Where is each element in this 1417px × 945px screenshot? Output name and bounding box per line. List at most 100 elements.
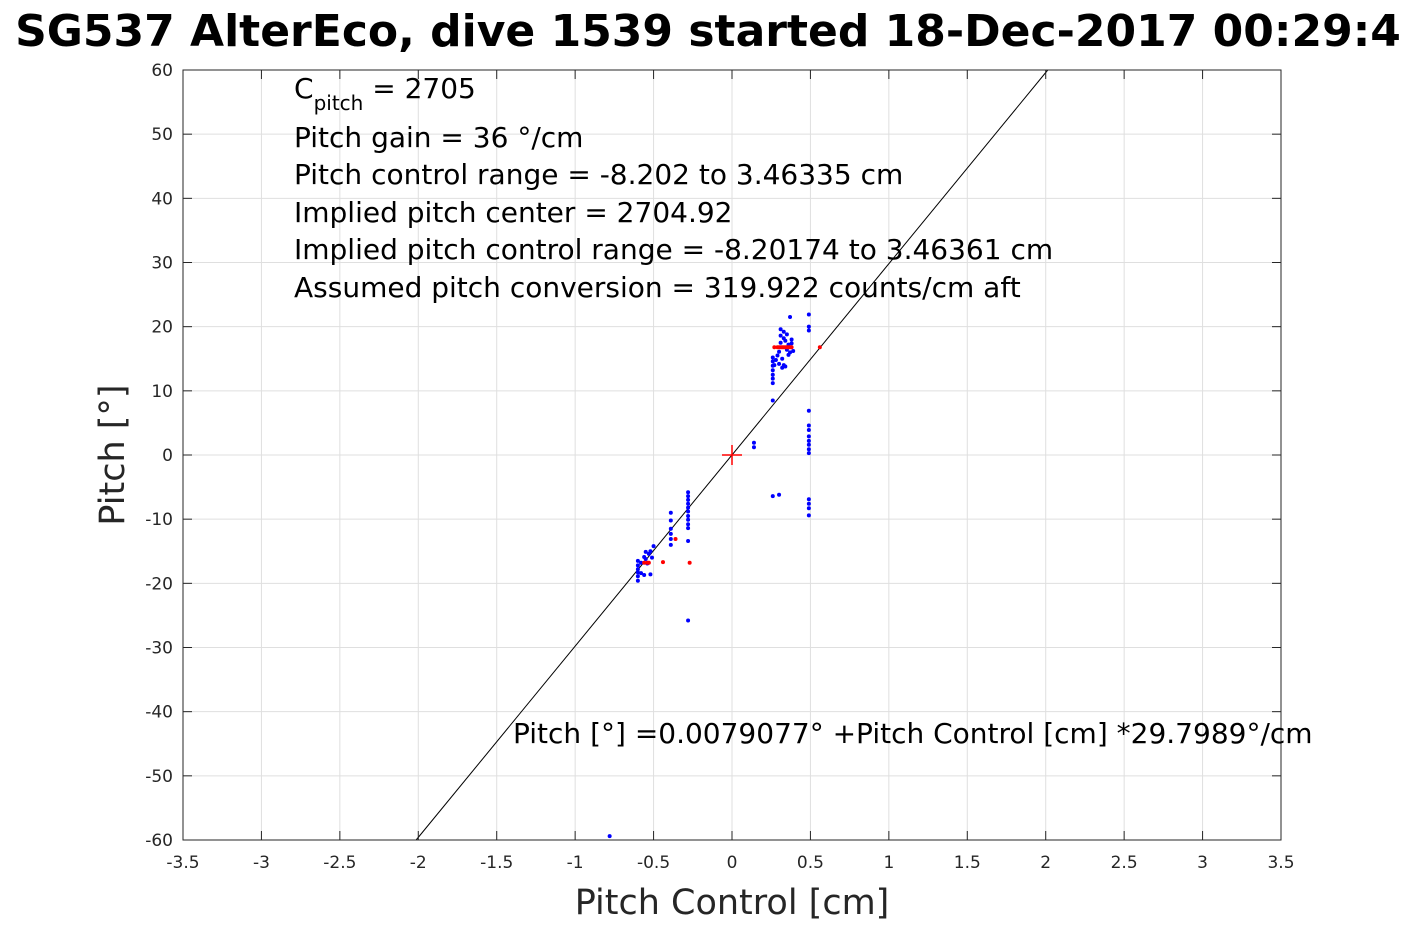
data-point-blue <box>777 349 782 354</box>
data-point-blue <box>639 571 644 576</box>
data-point-blue <box>635 574 640 579</box>
data-point-red <box>772 345 777 350</box>
control-range-annotation: Pitch control range = -8.202 to 3.46335 … <box>294 158 903 191</box>
data-point-blue <box>791 349 796 354</box>
data-point-blue <box>770 376 775 381</box>
y-tick-label: -60 <box>145 831 173 851</box>
x-tick-label: -3 <box>253 853 270 873</box>
data-point-red <box>646 560 651 565</box>
axis-ticks: -3.5 -3 -2.5 -2 -1.5 -1 -0.5 0 0.5 1 1.5 2 2.5 3 3.5 -6… <box>145 61 1294 873</box>
y-tick-label: -10 <box>145 510 173 530</box>
x-tick-label: -2 <box>410 853 427 873</box>
data-point-blue <box>806 438 811 443</box>
data-point-blue <box>668 537 673 542</box>
x-tick-label: 1 <box>883 853 894 873</box>
data-point-blue <box>781 329 786 334</box>
fit-equation-annotation: Pitch [°] =0.0079077° +Pitch Control [cm… <box>513 717 1313 750</box>
data-point-red <box>817 345 822 350</box>
y-tick-label: -30 <box>145 639 173 659</box>
data-point-blue <box>788 315 793 320</box>
data-point-blue <box>686 490 691 495</box>
implied-center-annotation: Implied pitch center = 2704.92 <box>294 196 732 229</box>
data-points-layer <box>607 312 822 839</box>
data-point-blue <box>686 618 691 623</box>
y-tick-label: 40 <box>151 189 173 209</box>
data-point-blue <box>789 341 794 346</box>
data-point-blue <box>783 338 788 343</box>
data-point-blue <box>686 497 691 502</box>
data-point-blue <box>770 359 775 364</box>
data-point-blue <box>788 350 793 355</box>
data-point-blue <box>668 542 673 547</box>
data-point-blue <box>806 312 811 317</box>
y-tick-label: -40 <box>145 703 173 723</box>
data-point-blue <box>668 531 673 536</box>
x-tick-label: -3.5 <box>166 853 199 873</box>
chart-title: SG537 AlterEco, dive 1539 started 18-Dec… <box>15 6 1401 57</box>
x-tick-label: 0.5 <box>797 853 824 873</box>
x-tick-label: 3.5 <box>1267 853 1294 873</box>
data-point-blue <box>806 328 811 333</box>
data-point-blue <box>642 572 647 577</box>
x-tick-label: 0 <box>727 853 738 873</box>
cpitch-annotation: Cpitch = 2705 <box>294 72 476 115</box>
y-tick-label: 60 <box>151 61 173 81</box>
data-point-blue <box>778 340 783 345</box>
data-point-blue <box>773 358 778 363</box>
data-point-blue <box>806 497 811 502</box>
x-tick-label: 2.5 <box>1111 853 1138 873</box>
data-point-blue <box>806 427 811 432</box>
data-point-blue <box>806 408 811 413</box>
data-point-blue <box>686 509 691 514</box>
implied-range-annotation: Implied pitch control range = -8.20174 t… <box>294 233 1053 266</box>
x-tick-label: -1 <box>567 853 584 873</box>
x-tick-label: -1.5 <box>480 853 513 873</box>
data-point-blue <box>639 560 644 565</box>
data-point-blue <box>770 381 775 386</box>
data-point-red <box>660 560 665 565</box>
x-tick-label: -2.5 <box>323 853 356 873</box>
y-tick-label: -20 <box>145 574 173 594</box>
data-point-blue <box>751 445 756 450</box>
data-point-blue <box>668 526 673 531</box>
data-point-blue <box>643 556 648 561</box>
x-tick-label: -0.5 <box>637 853 670 873</box>
data-point-blue <box>789 337 794 342</box>
y-tick-label: 20 <box>151 318 173 338</box>
y-tick-label: -50 <box>145 767 173 787</box>
x-tick-label: 2 <box>1040 853 1051 873</box>
data-point-blue <box>686 505 691 510</box>
data-point-blue <box>635 578 640 583</box>
data-point-blue <box>668 510 673 515</box>
data-point-red <box>789 345 794 350</box>
cpitch-value: = 2705 <box>363 72 476 105</box>
data-point-blue <box>778 333 783 338</box>
data-point-blue <box>635 558 640 563</box>
assumed-conversion-annotation: Assumed pitch conversion = 319.922 count… <box>294 271 1021 304</box>
data-point-blue <box>806 506 811 511</box>
data-point-blue <box>770 355 775 360</box>
data-point-blue <box>635 563 640 568</box>
data-point-blue <box>806 324 811 329</box>
data-point-blue <box>777 361 782 366</box>
data-point-blue <box>686 494 691 499</box>
data-point-blue <box>686 517 691 522</box>
cpitch-subscript: pitch <box>314 91 364 115</box>
data-point-blue <box>648 572 653 577</box>
data-point-blue <box>686 522 691 527</box>
data-point-blue <box>806 442 811 447</box>
data-point-blue <box>806 501 811 506</box>
data-point-red <box>673 537 678 542</box>
x-tick-label: 1.5 <box>954 853 981 873</box>
cpitch-base: C <box>294 72 314 105</box>
data-point-blue <box>806 434 811 439</box>
data-point-blue <box>778 327 783 332</box>
data-point-blue <box>607 834 612 839</box>
data-point-blue <box>770 368 775 373</box>
data-point-blue <box>651 544 656 549</box>
data-point-blue <box>650 555 655 560</box>
data-point-blue <box>783 364 788 369</box>
data-point-blue <box>806 447 811 452</box>
y-axis-label: Pitch [°] <box>93 384 133 525</box>
